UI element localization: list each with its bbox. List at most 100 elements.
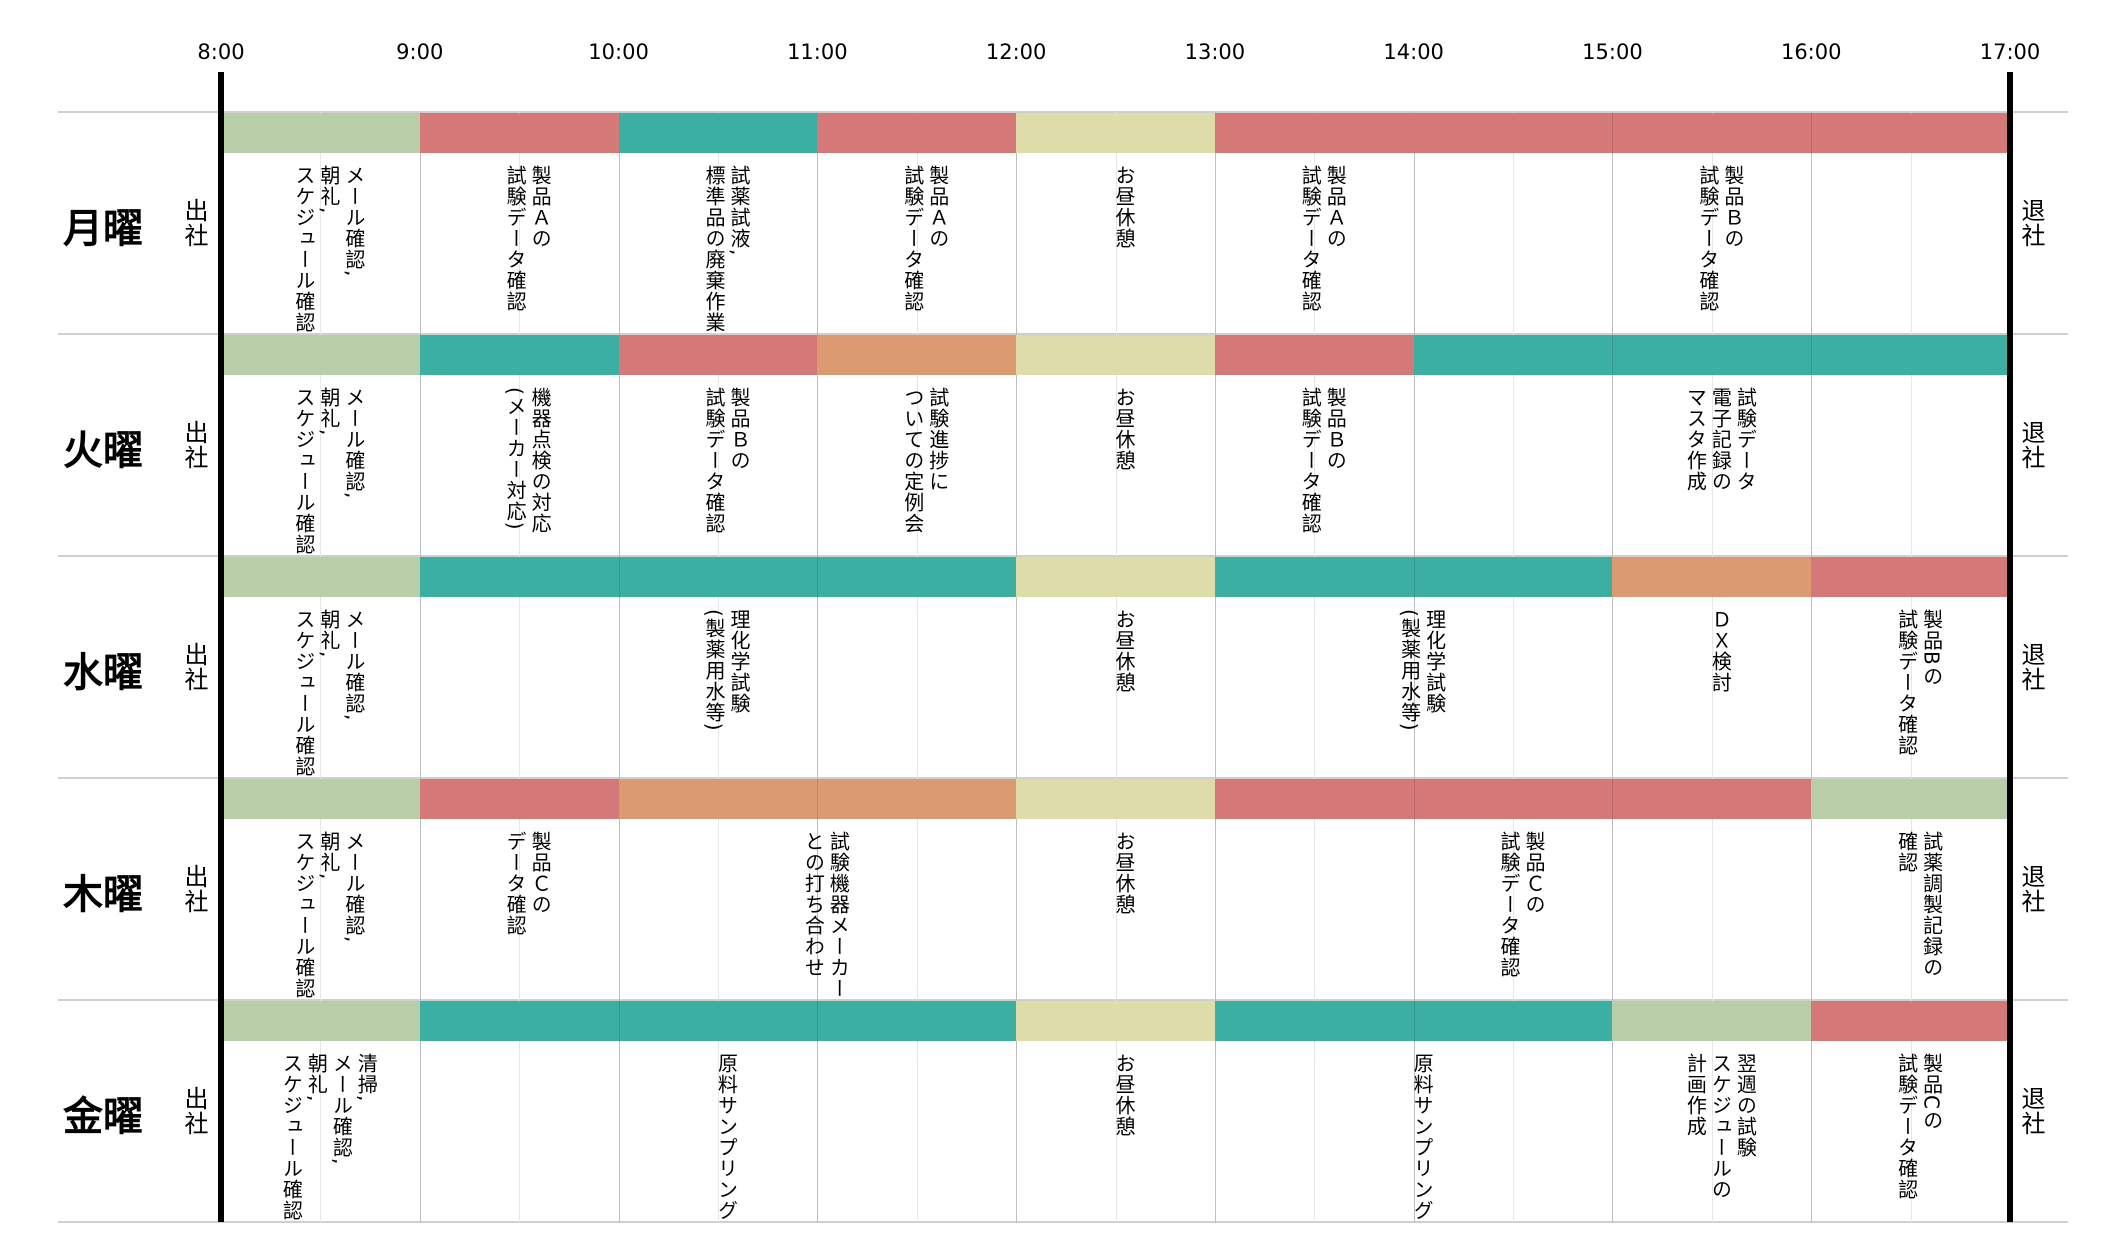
block-label: 製品Ｃの データ確認 <box>503 831 553 936</box>
row-separator <box>58 111 2068 113</box>
block-label: メール確認, 朝礼, スケジュール確認 <box>291 165 366 333</box>
time-label: 13:00 <box>1184 40 1246 64</box>
block-label: 製品Cの 試験データ確認 <box>1894 1053 1944 1200</box>
leave-label: 退社 <box>2017 1086 2045 1136</box>
schedule-block <box>419 335 619 375</box>
hour-gridline <box>1214 112 1216 1222</box>
schedule-block <box>1016 557 1215 597</box>
block-label: メール確認, 朝礼, スケジュール確認 <box>291 387 366 555</box>
row-separator <box>58 999 2068 1001</box>
block-label: 製品Ｂの 試験データ確認 <box>1298 387 1348 534</box>
block-label: 製品Ｂの 試験データ確認 <box>701 387 751 534</box>
schedule-block <box>1214 113 1414 153</box>
block-label: メール確認, 朝礼, スケジュール確認 <box>291 831 366 999</box>
day-label: 月曜 <box>63 206 143 252</box>
day-label: 木曜 <box>63 872 143 918</box>
schedule-block <box>419 557 1017 597</box>
schedule-block <box>1811 557 2010 597</box>
block-hour-divider <box>1413 779 1415 819</box>
schedule-block <box>817 335 1017 375</box>
block-label: 清掃, メール確認, 朝礼, スケジュール確認 <box>279 1053 379 1221</box>
block-label: お昼休憩 <box>1112 609 1136 693</box>
block-label: お昼休憩 <box>1112 1053 1136 1137</box>
row-separator <box>58 333 2068 335</box>
block-hour-divider <box>1612 113 1614 153</box>
end-time-axis <box>2007 72 2013 1222</box>
leave-label: 退社 <box>2017 864 2045 914</box>
day-label: 火曜 <box>63 428 143 474</box>
hour-gridline <box>618 112 620 1222</box>
time-label: 14:00 <box>1383 40 1444 64</box>
block-hour-divider <box>618 557 620 597</box>
day-label: 金曜 <box>63 1094 143 1140</box>
schedule-block <box>221 335 420 375</box>
time-label: 16:00 <box>1780 40 1842 64</box>
block-hour-divider <box>1612 779 1614 819</box>
block-label: 試験機器メーカー との打ち合わせ <box>801 831 851 999</box>
arrival-label: 出社 <box>180 642 208 692</box>
schedule-block <box>1016 779 1215 819</box>
block-label: 理化学試験 (製薬用水等) <box>701 609 751 732</box>
time-label: 17:00 <box>1979 40 2041 64</box>
block-label: ＤＸ検討 <box>1708 609 1733 693</box>
block-label: 理化学試験 (製薬用水等) <box>1397 609 1447 732</box>
arrival-label: 出社 <box>180 198 208 248</box>
block-label: お昼休憩 <box>1112 165 1136 249</box>
time-label: 10:00 <box>588 40 649 64</box>
half-hour-gridline <box>717 112 719 1222</box>
block-label: 原料サンプリング <box>1410 1053 1435 1221</box>
block-hour-divider <box>1811 335 1813 375</box>
block-hour-divider <box>817 557 819 597</box>
block-hour-divider <box>817 1001 819 1041</box>
day-label: 水曜 <box>63 650 143 696</box>
block-label: 製品Ｂの 試験データ確認 <box>1695 165 1745 312</box>
schedule-block <box>221 779 420 819</box>
schedule-block <box>1811 1001 2010 1041</box>
block-label: 製品Bの 試験データ確認 <box>1894 609 1944 756</box>
schedule-block <box>419 113 619 153</box>
start-time-axis <box>218 72 224 1222</box>
half-hour-gridline <box>519 112 521 1222</box>
schedule-block <box>419 1001 1017 1041</box>
block-label: 原料サンプリング <box>714 1053 739 1221</box>
schedule-block <box>221 113 420 153</box>
hour-gridline <box>1016 112 1018 1222</box>
block-label: 製品Ａの 試験データ確認 <box>503 165 553 312</box>
half-hour-gridline <box>1314 112 1316 1222</box>
hour-gridline <box>817 112 819 1222</box>
block-hour-divider <box>817 779 819 819</box>
half-hour-gridline <box>1513 112 1515 1222</box>
block-label: 試薬試液, 標準品の廃棄作業 <box>701 165 751 333</box>
time-label: 11:00 <box>787 40 848 64</box>
schedule-block <box>1612 557 1812 597</box>
block-label: 試験進捗に ついての定例会 <box>900 387 950 534</box>
schedule-block <box>1612 1001 1812 1041</box>
block-label: お昼休憩 <box>1112 387 1136 471</box>
leave-label: 退社 <box>2017 642 2045 692</box>
schedule-block <box>1214 779 1812 819</box>
row-separator <box>58 555 2068 557</box>
hour-gridline <box>1612 112 1614 1222</box>
schedule-block <box>817 113 1017 153</box>
schedule-block <box>1214 1001 1613 1041</box>
schedule-block <box>1413 335 2010 375</box>
schedule-block <box>1413 113 2010 153</box>
schedule-block <box>221 557 420 597</box>
block-hour-divider <box>1413 557 1415 597</box>
hour-gridline <box>419 112 421 1222</box>
schedule-block <box>618 113 818 153</box>
schedule-block <box>1016 1001 1215 1041</box>
schedule-block <box>419 779 619 819</box>
time-label: 9:00 <box>396 40 444 64</box>
leave-label: 退社 <box>2017 420 2045 470</box>
schedule-block <box>1016 335 1215 375</box>
time-label: 15:00 <box>1582 40 1643 64</box>
time-label: 12:00 <box>985 40 1047 64</box>
block-hour-divider <box>1413 1001 1415 1041</box>
row-separator <box>58 777 2068 779</box>
half-hour-gridline <box>320 112 322 1222</box>
row-separator <box>58 1221 2068 1223</box>
block-label: メール確認, 朝礼, スケジュール確認 <box>291 609 366 777</box>
schedule-block <box>1016 113 1215 153</box>
